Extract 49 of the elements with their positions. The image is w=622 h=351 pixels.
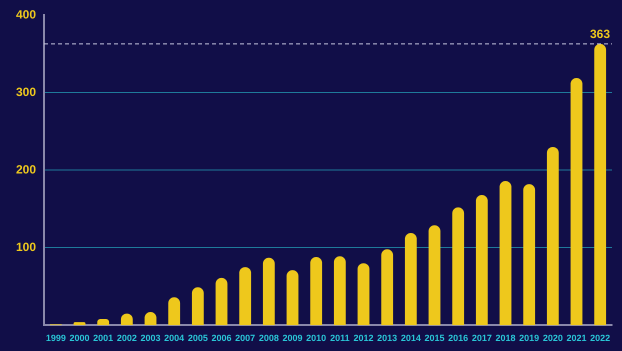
y-tick-label: 400	[16, 8, 36, 22]
bar	[594, 44, 606, 326]
x-tick-label: 2013	[377, 333, 398, 344]
x-tick-label: 2011	[330, 333, 350, 344]
x-tick-label: 2006	[212, 333, 232, 344]
x-tick-label: 2010	[306, 333, 326, 344]
bar	[452, 207, 464, 326]
bar	[570, 78, 582, 326]
x-tick-label: 2008	[258, 333, 279, 344]
x-tick-label: 2007	[235, 333, 256, 344]
bar	[239, 267, 252, 326]
bar	[216, 278, 228, 326]
x-tick-label: 2019	[519, 333, 540, 344]
bar	[168, 297, 180, 326]
bar	[286, 270, 298, 326]
x-tick-label: 2009	[282, 333, 303, 344]
x-tick-label: 2022	[590, 333, 610, 344]
bar	[358, 263, 370, 326]
x-tick-label: 2003	[140, 333, 161, 344]
bar	[381, 249, 394, 326]
bar	[310, 257, 322, 326]
bar	[334, 256, 346, 326]
bar	[428, 225, 440, 326]
bar	[523, 184, 536, 326]
x-tick-label: 2012	[353, 333, 374, 344]
bar	[476, 195, 488, 326]
x-tick-label: 2021	[566, 333, 587, 344]
bar	[500, 181, 512, 326]
ref-line-label: 363	[590, 27, 610, 42]
bar	[74, 322, 86, 326]
x-tick-label: 2004	[164, 333, 184, 344]
x-tick-label: 2014	[400, 333, 421, 344]
y-tick-label: 300	[16, 85, 36, 100]
x-tick-label: 2016	[448, 333, 468, 344]
x-tick-label: 2005	[188, 333, 208, 344]
x-tick-label: 2020	[542, 333, 563, 344]
x-tick-label: 2018	[495, 333, 516, 344]
x-tick-label: 2017	[472, 333, 492, 344]
bar	[262, 258, 275, 326]
x-tick-label: 2015	[424, 333, 445, 344]
y-tick-label: 200	[16, 162, 36, 177]
x-tick-label: 2002	[116, 333, 137, 344]
bar	[192, 287, 204, 326]
bar	[404, 232, 417, 326]
bar	[546, 146, 559, 326]
y-tick-label: 100	[16, 240, 36, 254]
x-tick-label: 1999	[46, 333, 66, 344]
x-tick-label: 2000	[70, 333, 90, 344]
x-tick-label: 2001	[93, 333, 114, 344]
